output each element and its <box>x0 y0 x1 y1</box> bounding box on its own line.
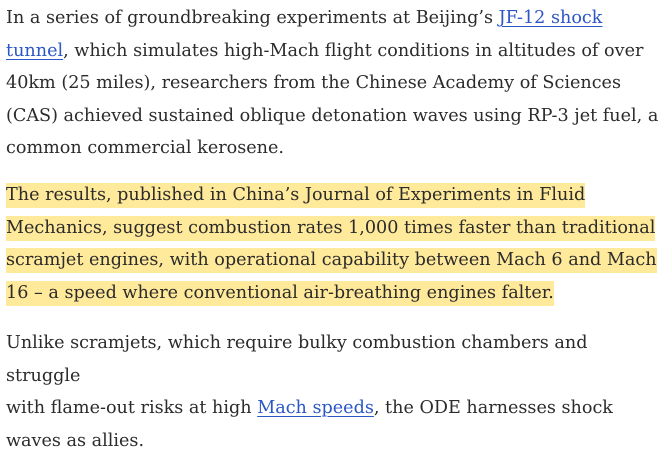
paragraph-results-highlighted: The results, published in China’s Journa… <box>6 179 664 309</box>
paragraph-scramjets: Unlike scramjets, which require bulky co… <box>6 327 664 457</box>
paragraph-text: (CAS) achieved sustained oblique detonat… <box>6 105 659 126</box>
paragraph-text: Unlike scramjets, which require bulky co… <box>6 333 588 386</box>
paragraph-text: Mechanics, suggest combustion rates 1,00… <box>6 217 656 238</box>
paragraph-text: The results, published in China’s Journa… <box>6 185 586 205</box>
link-text[interactable]: JF-12 shock <box>498 8 603 28</box>
mach-speeds-link[interactable]: Mach speeds <box>257 398 374 418</box>
paragraph-text: scramjet engines, with operational capab… <box>6 250 657 270</box>
paragraph-text: In a series of groundbreaking experiment… <box>6 8 499 28</box>
paragraph-text: with flame-out risks at high <box>6 398 258 418</box>
paragraph-text: 16 – a speed where conventional air-brea… <box>6 282 554 303</box>
paragraph-text: , the ODE harnesses shock <box>373 398 613 418</box>
link-text[interactable]: tunnel <box>6 40 64 61</box>
paragraph-text: common commercial kerosene. <box>6 138 285 158</box>
jf12-shock-tunnel-link[interactable]: JF-12 shock tunnel <box>6 8 602 61</box>
paragraph-text: 40km (25 miles), researchers from the Ch… <box>6 73 621 93</box>
paragraph-text: , which simulates high-Mach flight condi… <box>63 40 644 61</box>
paragraph-experiments: In a series of groundbreaking experiment… <box>6 2 664 165</box>
highlighted-text: The results, published in China’s Journa… <box>6 183 657 306</box>
paragraph-text: waves as allies. <box>6 430 145 451</box>
